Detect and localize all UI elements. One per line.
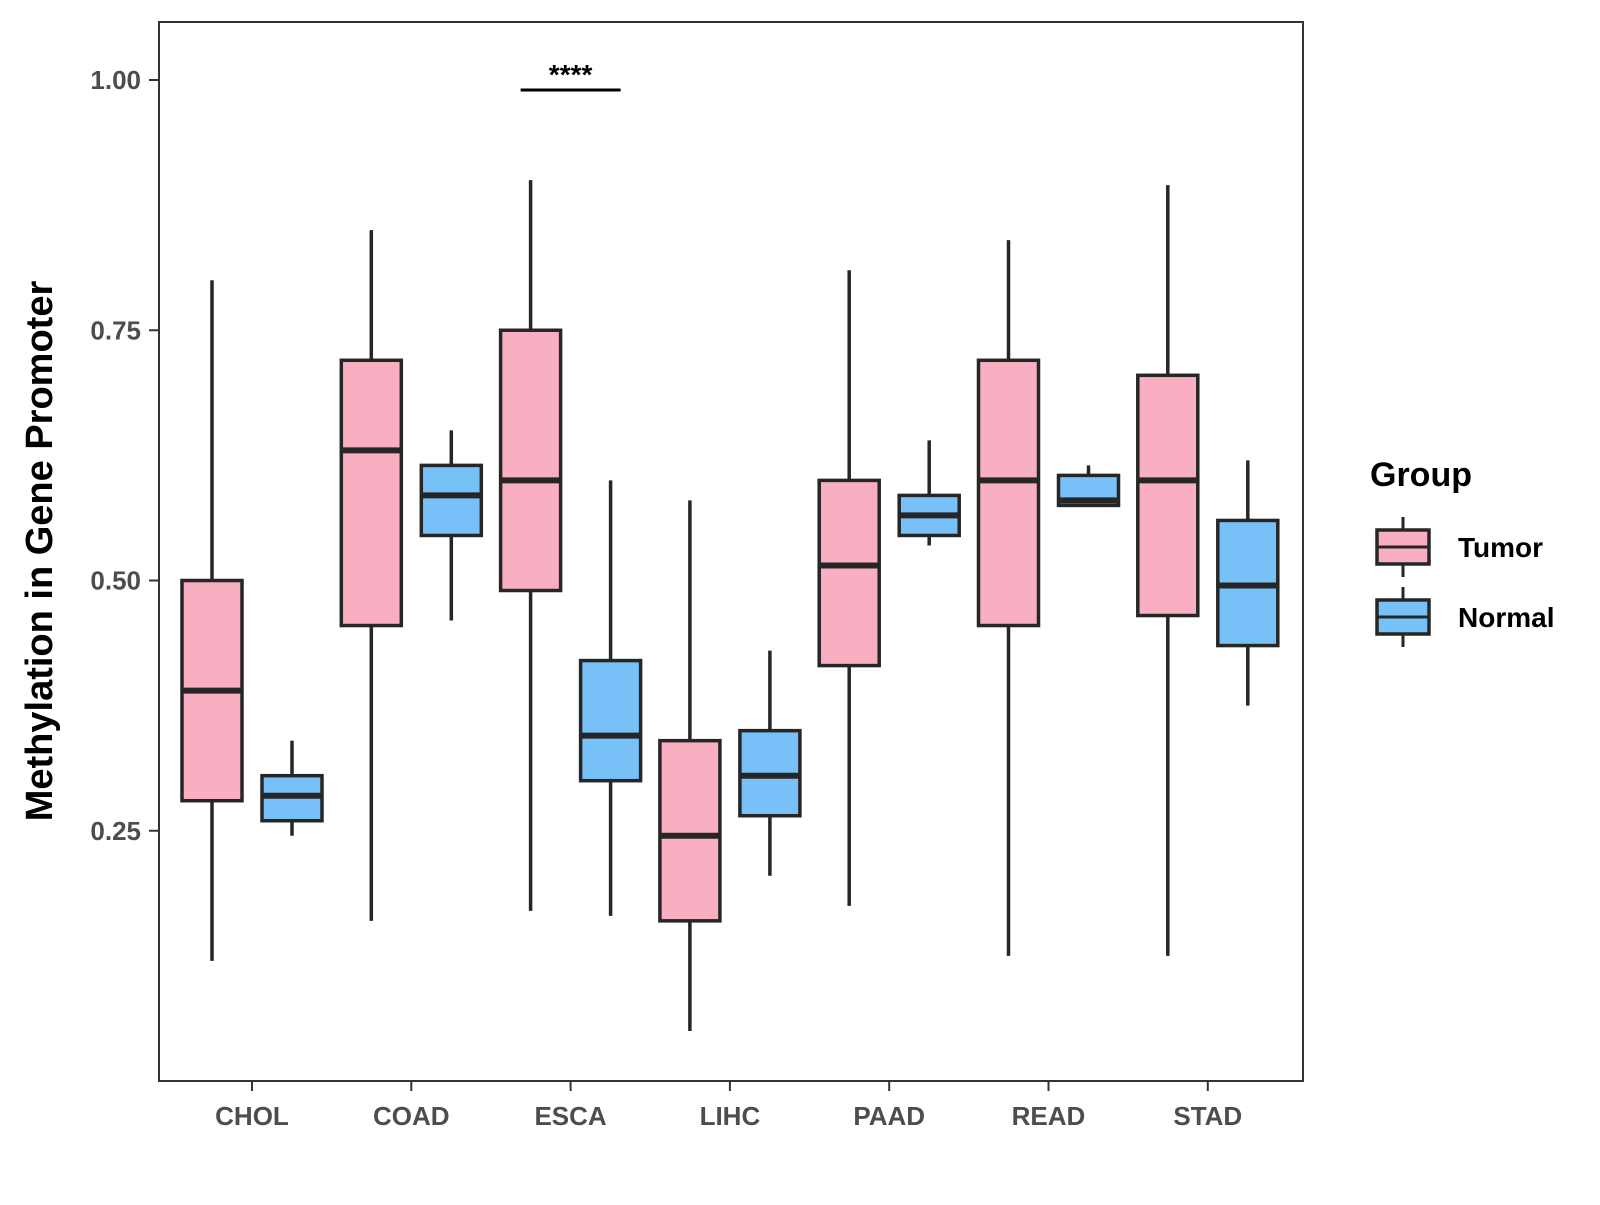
x-tick-label: ESCA xyxy=(534,1101,606,1131)
y-tick-label: 1.00 xyxy=(90,65,141,95)
box-iqr xyxy=(817,478,881,668)
axis-layer: 0.25 0.50 0.75 1.00 CHOL COAD ESCA LIHC PAAD READ… xyxy=(90,65,1242,1131)
x-tick-label: CHOL xyxy=(215,1101,289,1131)
plot-layer: **** xyxy=(180,59,1280,1031)
x-tick-label: PAAD xyxy=(853,1101,925,1131)
significance-label: **** xyxy=(549,59,593,90)
box-iqr xyxy=(419,463,484,538)
legend-label: Tumor xyxy=(1458,532,1543,563)
box-tumor-lihc xyxy=(658,500,722,1031)
y-tick-label: 0.25 xyxy=(90,816,141,846)
y-axis-title: Methylation in Gene Promoter xyxy=(19,281,61,822)
y-tick-label: 0.50 xyxy=(90,566,141,596)
box-iqr xyxy=(976,358,1041,628)
box-tumor-esca xyxy=(498,180,563,911)
panel-border xyxy=(158,21,1304,1082)
box-tumor-coad xyxy=(339,230,404,921)
box-iqr xyxy=(498,328,563,593)
x-tick-label: STAD xyxy=(1173,1101,1242,1131)
box-iqr xyxy=(578,658,643,783)
box-normal-chol xyxy=(260,740,324,836)
box-tumor-paad xyxy=(817,270,881,906)
box-normal-paad xyxy=(897,440,961,546)
box-iqr xyxy=(1136,373,1200,618)
box-tumor-read xyxy=(976,240,1041,956)
box-tumor-stad xyxy=(1136,185,1200,956)
box-normal-lihc xyxy=(738,650,802,876)
x-tick-label: READ xyxy=(1012,1101,1086,1131)
y-tick-label: 0.75 xyxy=(90,315,141,345)
legend-label: Normal xyxy=(1458,602,1554,633)
box-iqr xyxy=(339,358,404,628)
x-tick-label: LIHC xyxy=(700,1101,761,1131)
x-tick-label: COAD xyxy=(373,1101,450,1131)
box-iqr xyxy=(658,738,722,923)
box-normal-coad xyxy=(419,430,484,621)
legend: Group Tumor Normal xyxy=(1370,456,1554,647)
legend-title: Group xyxy=(1370,456,1472,494)
box-normal-esca xyxy=(578,480,643,916)
box-normal-stad xyxy=(1216,460,1280,706)
legend-item-tumor: Tumor xyxy=(1375,517,1543,577)
box-normal-read xyxy=(1056,465,1121,508)
box-tumor-chol xyxy=(180,280,244,961)
legend-item-normal: Normal xyxy=(1375,587,1554,647)
